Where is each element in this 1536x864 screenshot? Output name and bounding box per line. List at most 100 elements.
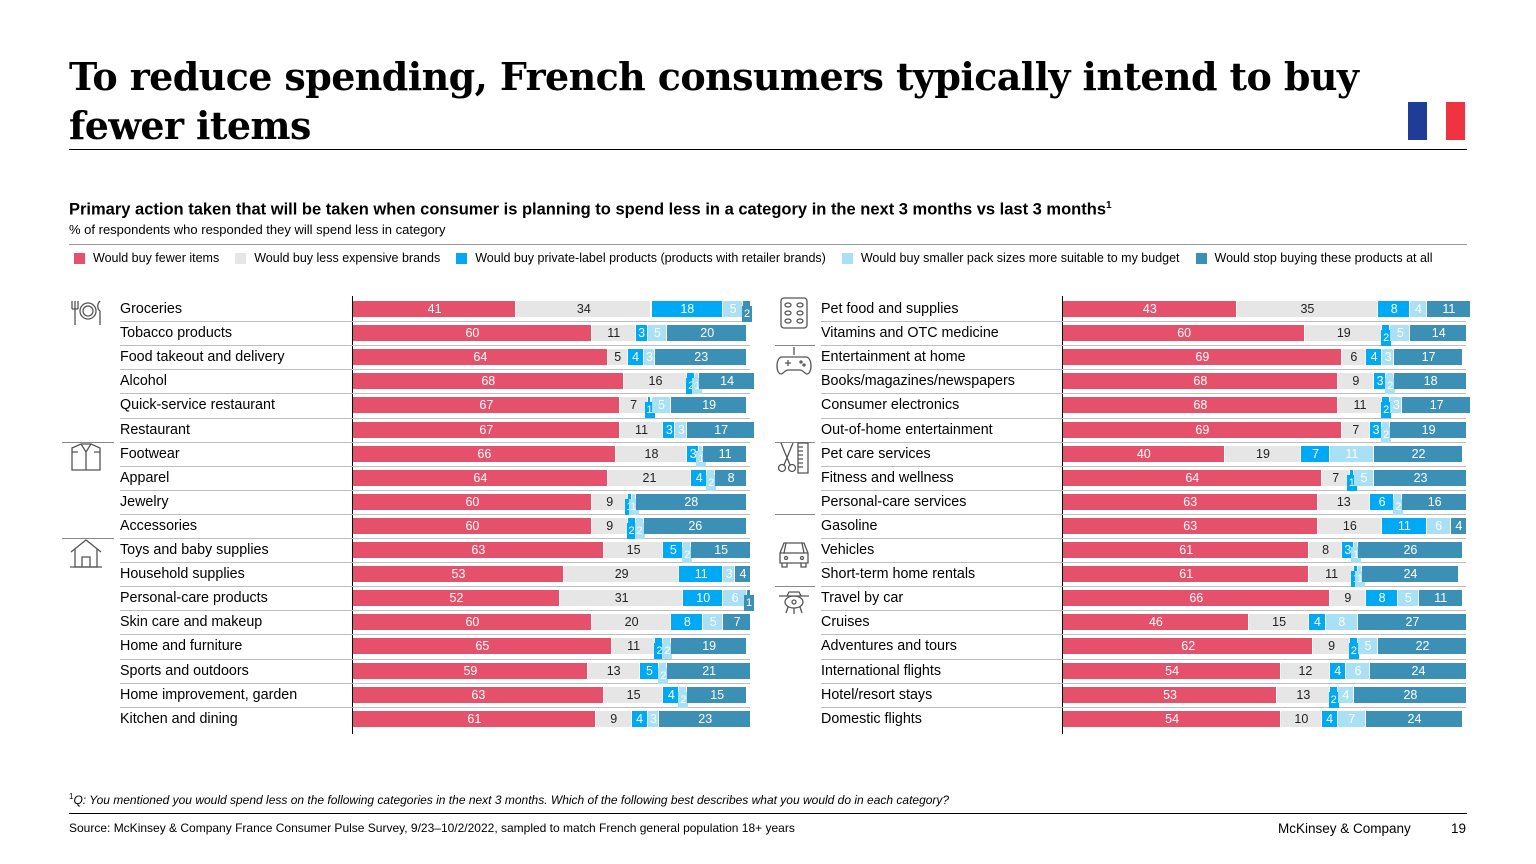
row-divider (120, 658, 750, 660)
cutlery-plate-icon (68, 295, 104, 331)
data-label-fewer-items: 62 (1181, 639, 1196, 654)
bar-segment-less-expensive (591, 325, 635, 342)
category-label: Vehicles (821, 542, 875, 558)
bar-segment-smaller-pack (1325, 614, 1357, 631)
data-label-less-expensive: 16 (1342, 518, 1357, 533)
data-label-stop-buying: 26 (688, 518, 703, 533)
bar-segment-fewer-items (1063, 638, 1313, 655)
row-divider (821, 345, 1466, 347)
data-label-fewer-items: 63 (1183, 494, 1198, 509)
bar-segment-less-expensive (1236, 301, 1378, 317)
data-label-less-expensive: 15 (1272, 615, 1287, 630)
data-label-fewer-items: 68 (1193, 398, 1208, 413)
data-label-less-expensive: 29 (614, 567, 629, 582)
data-label-private-label: 7 (1312, 446, 1319, 461)
bar-segment-less-expensive (1313, 638, 1349, 655)
data-label-fewer-items: 64 (1185, 470, 1200, 485)
bar-segment-stop-buying (1394, 349, 1462, 366)
bar-segment-fewer-items (1063, 445, 1224, 462)
row-divider (821, 441, 1466, 443)
data-label-private-label: 2 (626, 522, 637, 539)
shirt-box-icon (68, 440, 104, 476)
bar-segment-fewer-items (353, 397, 619, 414)
data-label-stop-buying: 24 (1403, 567, 1418, 582)
data-label-fewer-items: 69 (1195, 350, 1210, 365)
bar-segment-less-expensive (1224, 445, 1301, 462)
bar-segment-fewer-items (1063, 349, 1341, 366)
data-label-less-expensive: 13 (1296, 687, 1311, 702)
data-label-fewer-items: 41 (427, 302, 442, 316)
data-label-fewer-items: 61 (467, 711, 482, 726)
bar-segment-fewer-items (353, 710, 595, 727)
bar-segment-less-expensive (1277, 686, 1329, 703)
data-label-less-expensive: 12 (1298, 663, 1313, 678)
data-label-fewer-items: 53 (1163, 687, 1177, 702)
data-label-smaller-pack: 11 (1345, 446, 1359, 461)
bar-segment-fewer-items (353, 566, 563, 583)
bar-segment-fewer-items (353, 445, 615, 462)
bar-segment-less-expensive (1317, 517, 1382, 534)
bar-segment-stop-buying (723, 614, 750, 631)
row-divider (120, 345, 750, 347)
legend-item-less-expensive: Would buy less expensive brands (235, 251, 440, 265)
chart-subtitle: Primary action taken that will be taken … (69, 200, 1112, 220)
bar-segment-stop-buying (691, 542, 750, 558)
legend-swatch (235, 252, 247, 264)
legend-swatch (456, 252, 468, 264)
bar-segment-smaller-pack (1353, 469, 1374, 486)
bar-segment-less-expensive (603, 686, 663, 703)
data-label-smaller-pack: 3 (1392, 398, 1400, 413)
bar-segment-stop-buying (1374, 445, 1462, 462)
data-label-smaller-pack: 3 (1384, 350, 1392, 365)
category-label: Books/magazines/newspapers (821, 373, 1015, 390)
category-label: Quick-service restaurant (120, 397, 275, 414)
data-label-fewer-items: 64 (473, 350, 488, 365)
chart-subtitle-text: Primary action taken that will be taken … (69, 200, 1107, 219)
data-label-smaller-pack: 1 (628, 498, 639, 515)
data-label-smaller-pack: 2 (678, 691, 689, 708)
data-label-less-expensive: 7 (630, 398, 638, 413)
bar-segment-smaller-pack (1410, 301, 1426, 317)
row-divider (821, 586, 1466, 588)
bar-segment-private-label (627, 349, 643, 366)
row-divider (821, 369, 1466, 371)
data-label-fewer-items: 54 (1165, 663, 1180, 678)
category-label: Gasoline (821, 517, 878, 534)
category-label: Kitchen and dining (120, 710, 238, 727)
footer-divider (69, 813, 1467, 814)
row-divider (821, 682, 1466, 684)
data-label-smaller-pack: 2 (682, 547, 693, 563)
data-label-smaller-pack: 2 (658, 667, 669, 684)
data-label-private-label: 2 (1328, 691, 1339, 708)
title-divider (69, 149, 1467, 150)
data-label-stop-buying: 2 (742, 306, 753, 322)
category-label: Cruises (821, 614, 870, 631)
data-label-stop-buying: 4 (739, 567, 747, 582)
category-label: Household supplies (120, 566, 245, 583)
bar-segment-less-expensive (1329, 590, 1365, 607)
data-label-fewer-items: 63 (471, 543, 486, 557)
bar-segment-less-expensive (1337, 397, 1382, 414)
bar-segment-smaller-pack (1357, 638, 1378, 655)
footnote-marker: 1 (69, 792, 74, 801)
group-divider (775, 441, 815, 443)
data-label-stop-buying: 1 (744, 595, 754, 612)
data-label-smaller-pack: 5 (1364, 639, 1372, 654)
bar-segment-fewer-items (1063, 542, 1309, 558)
bar-segment-stop-buying (1418, 590, 1462, 607)
data-label-less-expensive: 13 (606, 663, 621, 678)
data-label-stop-buying: 26 (1403, 543, 1418, 557)
bar-segment-private-label (1370, 493, 1394, 510)
group-divider (62, 538, 114, 539)
data-label-private-label: 4 (632, 350, 640, 365)
bar-segment-private-label (1321, 710, 1337, 727)
bar-segment-fewer-items (353, 469, 607, 486)
bar-segment-fewer-items (1063, 325, 1305, 342)
data-label-stop-buying: 28 (684, 494, 699, 509)
data-label-less-expensive: 34 (576, 302, 591, 316)
bar-segment-smaller-pack (723, 566, 735, 583)
bar-segment-private-label (1382, 517, 1426, 534)
category-label: Toys and baby supplies (120, 542, 269, 558)
bar-segment-private-label (1366, 590, 1398, 607)
bar-segment-smaller-pack (643, 349, 655, 366)
